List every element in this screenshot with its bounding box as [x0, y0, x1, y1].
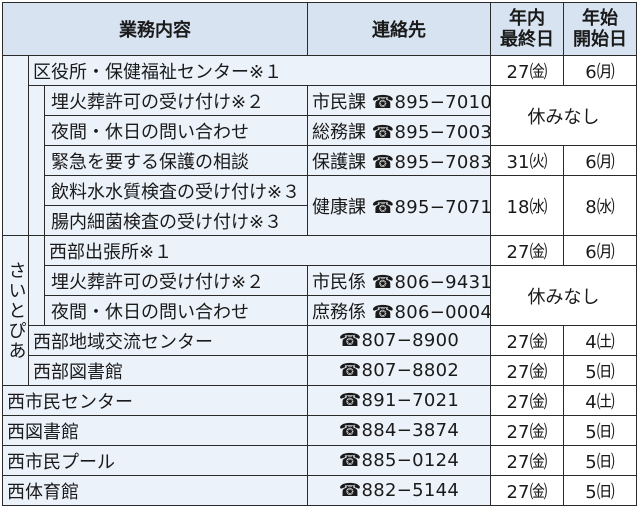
other-tel: ☎885−0124 — [307, 445, 491, 476]
facility-name: 西部地域交流センター — [28, 325, 308, 356]
branch-item-label: 夜間・休日の問い合わせ — [44, 295, 308, 326]
ward-item-label: 腸内細菌検査の受け付け※３ — [44, 205, 308, 236]
ward-item-label: 緊急を要する保護の相談 — [44, 145, 308, 176]
ward-subindent — [28, 85, 45, 236]
ward-item-end: 18㈬ — [490, 175, 564, 236]
header-year-start: 年始 開始日 — [563, 2, 637, 56]
branch-no-break: 休みなし — [490, 265, 637, 326]
facility-start: 5㈰ — [563, 355, 637, 386]
other-start: 5㈰ — [563, 415, 637, 446]
other-name: 西市民センター — [2, 385, 308, 416]
table-row: 西図書館 ☎884−3874 27㈮ 5㈰ — [2, 415, 637, 446]
table-row: 夜間・休日の問い合わせ 総務課 ☎895−7003 — [3, 115, 637, 146]
other-end: 27㈮ — [490, 385, 564, 416]
other-end: 27㈮ — [490, 445, 564, 476]
header-contact: 連絡先 — [307, 2, 491, 56]
branch-start: 6㈪ — [563, 235, 637, 266]
table-row: 西部地域交流センター ☎807−8900 27㈮ 4㈯ — [3, 325, 637, 356]
schedule-table: 業務内容 連絡先 年内 最終日 年始 開始日 区役所・保健福祉センター※１ 27㈮ … — [2, 2, 637, 506]
table-row: 西部図書館 ☎807−8802 27㈮ 5㈰ — [3, 355, 637, 386]
other-tel: ☎891−7021 — [307, 385, 491, 416]
ward-item-contact: 総務課 ☎895−7003 — [307, 115, 491, 146]
ward-item-start: 8㈬ — [563, 175, 637, 236]
other-name: 西市民プール — [2, 445, 308, 476]
facility-end: 27㈮ — [490, 355, 564, 386]
other-start: 5㈰ — [563, 475, 637, 506]
ward-item-end: 31㈫ — [490, 145, 564, 176]
ward-title: 区役所・保健福祉センター※１ — [28, 55, 491, 86]
ward-item-label: 埋火葬許可の受け付け※２ — [44, 85, 308, 116]
branch-title: 西部出張所※１ — [44, 235, 491, 266]
ward-end: 27㈮ — [490, 55, 564, 86]
facility-tel: ☎807−8802 — [307, 355, 491, 386]
other-start: 4㈯ — [563, 385, 637, 416]
table-row: 腸内細菌検査の受け付け※３ — [3, 205, 637, 236]
table-row: さいとぴあ 西部出張所※１ 27㈮ 6㈪ — [2, 235, 637, 386]
ward-item-label: 飲料水水質検査の受け付け※３ — [44, 175, 308, 206]
table-row: 区役所・保健福祉センター※１ 27㈮ 6㈪ — [2, 55, 637, 236]
branch-item-label: 埋火葬許可の受け付け※２ — [44, 265, 308, 296]
ward-start: 6㈪ — [563, 55, 637, 86]
saitopia-subindent — [28, 235, 45, 326]
ward-no-break: 休みなし — [490, 85, 637, 146]
facility-tel: ☎807−8900 — [307, 325, 491, 356]
other-tel: ☎884−3874 — [307, 415, 491, 446]
ward-item-contact: 保護課 ☎895−7083 — [307, 145, 491, 176]
branch-end: 27㈮ — [490, 235, 564, 266]
header-content: 業務内容 — [2, 2, 308, 56]
header-row: 業務内容 連絡先 年内 最終日 年始 開始日 — [2, 2, 637, 56]
ward-indent — [2, 55, 29, 236]
table-row: 緊急を要する保護の相談 保護課 ☎895−7083 31㈫ 6㈪ — [3, 145, 637, 176]
other-start: 5㈰ — [563, 445, 637, 476]
ward-item-contact: 市民課 ☎895−7010 — [307, 85, 491, 116]
ward-item-label: 夜間・休日の問い合わせ — [44, 115, 308, 146]
table-row: 西体育館 ☎882−5144 27㈮ 5㈰ — [2, 475, 637, 506]
facility-name: 西部図書館 — [28, 355, 308, 386]
table-row: 埋火葬許可の受け付け※２ 市民課 ☎895−7010 休みなし — [3, 85, 637, 236]
ward-item-start: 6㈪ — [563, 145, 637, 176]
other-name: 西体育館 — [2, 475, 308, 506]
other-tel: ☎882−5144 — [307, 475, 491, 506]
table-row: 西市民センター ☎891−7021 27㈮ 4㈯ — [2, 385, 637, 416]
branch-item-contact: 市民係 ☎806−9431 — [307, 265, 491, 296]
ward-item-contact: 健康課 ☎895−7071 — [307, 175, 491, 236]
other-end: 27㈮ — [490, 415, 564, 446]
facility-end: 27㈮ — [490, 325, 564, 356]
table-row: 西市民プール ☎885−0124 27㈮ 5㈰ — [2, 445, 637, 476]
table-row: 飲料水水質検査の受け付け※３ 健康課 ☎895−7071 18㈬ 8㈬ — [3, 175, 637, 236]
header-year-end: 年内 最終日 — [490, 2, 564, 56]
saitopia-label: さいとぴあ — [2, 235, 29, 386]
branch-item-contact: 庶務係 ☎806−0004 — [307, 295, 491, 326]
facility-start: 4㈯ — [563, 325, 637, 356]
other-name: 西図書館 — [2, 415, 308, 446]
other-end: 27㈮ — [490, 475, 564, 506]
table-row: 夜間・休日の問い合わせ 庶務係 ☎806−0004 — [3, 295, 637, 326]
table-row: 埋火葬許可の受け付け※２ 市民係 ☎806−9431 休みなし — [3, 265, 637, 326]
